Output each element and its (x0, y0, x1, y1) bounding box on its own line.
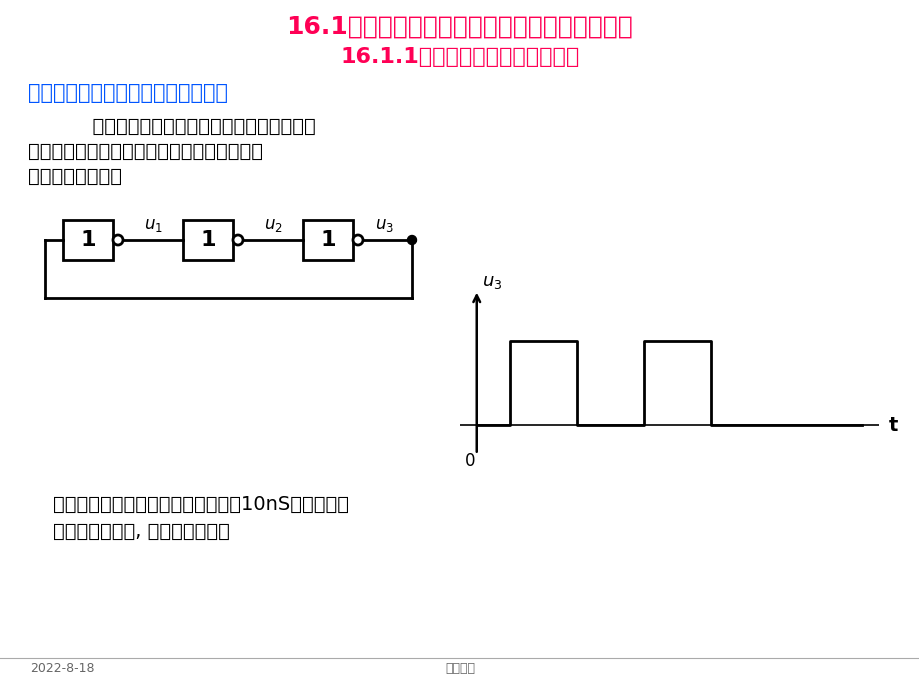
Text: 利用门电路的传输延迟时间，将奇数个非门: 利用门电路的传输延迟时间，将奇数个非门 (55, 117, 315, 136)
Circle shape (233, 235, 243, 245)
Text: t: t (888, 415, 897, 435)
Text: $u_2$: $u_2$ (264, 216, 282, 234)
Text: 1: 1 (320, 230, 335, 250)
Text: 1: 1 (200, 230, 216, 250)
Text: 16.1.1由门电路构成的多谐振荡器: 16.1.1由门电路构成的多谐振荡器 (340, 47, 579, 67)
Text: 缺点：因门电路传输延迟时间很短（10nS左右），所: 缺点：因门电路传输延迟时间很短（10nS左右），所 (28, 495, 348, 514)
Text: $u_1$: $u_1$ (143, 216, 163, 234)
Text: 以振荡频率太高, 并且不可调整。: 以振荡频率太高, 并且不可调整。 (28, 522, 230, 541)
Text: $u_3$: $u_3$ (482, 273, 502, 291)
Text: 0: 0 (464, 452, 475, 470)
Text: 16.1由门电路构成的多谐振荡器和单稳态触发器: 16.1由门电路构成的多谐振荡器和单稳态触发器 (287, 15, 632, 39)
Text: （环行振荡器）：: （环行振荡器）： (28, 167, 122, 186)
Bar (302, 220, 353, 260)
Text: 1: 1 (80, 230, 96, 250)
Text: 2022-8-18: 2022-8-18 (30, 662, 95, 675)
Circle shape (353, 235, 363, 245)
Circle shape (113, 235, 123, 245)
Text: 一、由奇数个非门组成的多谐振荡器: 一、由奇数个非门组成的多谐振荡器 (28, 83, 228, 103)
Bar (183, 220, 233, 260)
Text: 电工技术: 电工技术 (445, 662, 474, 675)
Bar (62, 220, 113, 260)
Text: 首尾相接，就可以构成一个简单的多谐振荡器: 首尾相接，就可以构成一个简单的多谐振荡器 (28, 142, 263, 161)
Circle shape (407, 235, 416, 244)
Text: $u_3$: $u_3$ (375, 216, 393, 234)
